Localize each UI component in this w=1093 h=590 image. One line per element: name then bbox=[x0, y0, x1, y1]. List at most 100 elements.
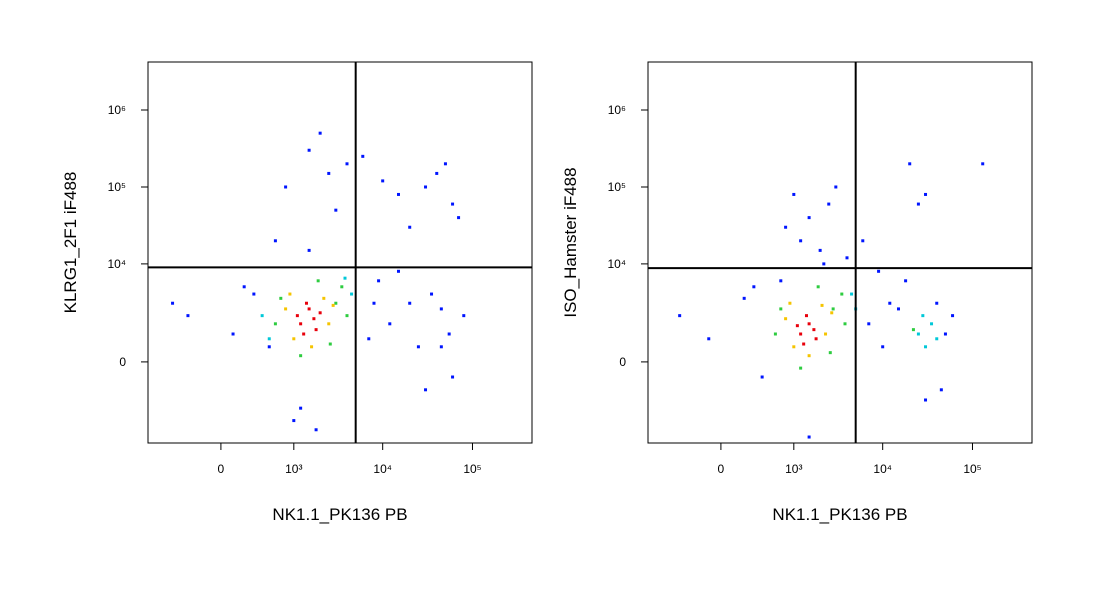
event-dot bbox=[345, 162, 349, 166]
event-dot bbox=[307, 248, 311, 252]
event-dot bbox=[799, 239, 803, 243]
event-dot bbox=[911, 328, 915, 332]
event-dot bbox=[935, 301, 939, 305]
y-tick-label: 10⁵ bbox=[608, 180, 626, 194]
event-dot bbox=[299, 322, 303, 326]
event-dot bbox=[896, 307, 900, 311]
event-dot bbox=[760, 375, 764, 379]
x-tick-label: 10⁵ bbox=[963, 462, 981, 476]
y-tick-label: 10⁵ bbox=[108, 180, 126, 194]
event-dot bbox=[916, 202, 920, 206]
event-dot bbox=[742, 296, 746, 300]
event-dot bbox=[430, 292, 434, 296]
event-dot bbox=[802, 342, 806, 346]
event-dot bbox=[888, 301, 892, 305]
event-dot bbox=[457, 216, 461, 220]
event-dot bbox=[231, 332, 235, 336]
y-tick-label: 0 bbox=[619, 355, 626, 369]
event-dot bbox=[752, 285, 756, 289]
event-dot bbox=[288, 292, 292, 296]
x-tick-label: 10⁵ bbox=[463, 462, 481, 476]
event-dot bbox=[284, 307, 288, 311]
event-dot bbox=[981, 162, 985, 166]
event-dot bbox=[814, 337, 818, 341]
event-dot bbox=[881, 345, 885, 349]
event-dot bbox=[788, 301, 792, 305]
x-tick-label: 10⁴ bbox=[373, 462, 392, 476]
event-dot bbox=[924, 398, 928, 402]
event-dot bbox=[396, 269, 400, 273]
event-dot bbox=[812, 328, 816, 332]
x-tick-label: 10⁴ bbox=[873, 462, 892, 476]
event-dot bbox=[186, 314, 190, 318]
event-dot bbox=[443, 162, 447, 166]
event-dot bbox=[930, 322, 934, 326]
event-dot bbox=[935, 337, 939, 341]
event-dot bbox=[372, 301, 376, 305]
event-dot bbox=[773, 332, 777, 336]
event-dot bbox=[316, 279, 320, 283]
event-dot bbox=[343, 276, 347, 280]
event-dot bbox=[707, 337, 711, 341]
event-dot bbox=[824, 332, 828, 336]
event-dot bbox=[924, 345, 928, 349]
event-dot bbox=[322, 296, 326, 300]
event-dot bbox=[834, 185, 838, 189]
event-dot bbox=[388, 322, 392, 326]
event-dot bbox=[307, 148, 311, 152]
event-dot bbox=[292, 419, 296, 423]
event-dot bbox=[361, 154, 365, 158]
event-dot bbox=[307, 307, 311, 311]
event-dot bbox=[331, 303, 335, 307]
event-dot bbox=[916, 332, 920, 336]
event-dot bbox=[831, 307, 835, 311]
event-dot bbox=[451, 375, 455, 379]
event-dot bbox=[804, 314, 808, 318]
event-dot bbox=[807, 216, 811, 220]
event-dot bbox=[784, 317, 788, 321]
event-dot bbox=[850, 292, 854, 296]
event-dot bbox=[242, 285, 246, 289]
event-dot bbox=[314, 428, 318, 432]
event-dot bbox=[302, 332, 306, 336]
event-dot bbox=[328, 342, 332, 346]
event-dot bbox=[314, 328, 318, 332]
event-dot bbox=[447, 332, 451, 336]
x-tick-label: 10³ bbox=[285, 462, 302, 476]
event-dot bbox=[908, 162, 912, 166]
event-dot bbox=[904, 279, 908, 283]
event-dot bbox=[830, 311, 834, 315]
event-dot bbox=[845, 256, 849, 260]
x-tick-label: 0 bbox=[218, 462, 225, 476]
event-dot bbox=[792, 345, 796, 349]
y-tick-label: 10⁶ bbox=[108, 103, 126, 117]
event-dot bbox=[822, 262, 826, 266]
event-dot bbox=[312, 317, 316, 321]
event-dot bbox=[451, 202, 455, 206]
event-dot bbox=[267, 337, 271, 341]
event-dot bbox=[416, 345, 420, 349]
event-dot bbox=[279, 296, 283, 300]
event-dot bbox=[381, 179, 385, 183]
plot-frame bbox=[147, 61, 533, 444]
event-dot bbox=[350, 292, 354, 296]
event-dot bbox=[299, 354, 303, 358]
event-dot bbox=[252, 292, 256, 296]
y-axis-label: KLRG1_2F1 iF488 bbox=[61, 172, 80, 314]
x-axis-label: NK1.1_PK136 PB bbox=[272, 505, 407, 524]
event-dot bbox=[840, 292, 844, 296]
x-axis-label: NK1.1_PK136 PB bbox=[772, 505, 907, 524]
event-dot bbox=[284, 185, 288, 189]
event-dot bbox=[171, 301, 175, 305]
event-dot bbox=[267, 345, 271, 349]
event-dot bbox=[779, 307, 783, 311]
event-dot bbox=[678, 314, 682, 318]
x-tick-label: 0 bbox=[718, 462, 725, 476]
y-axis-label: ISO_Hamster iF488 bbox=[561, 167, 580, 317]
event-dot bbox=[784, 225, 788, 229]
event-dot bbox=[318, 311, 322, 315]
event-dot bbox=[396, 192, 400, 196]
x-tick-label: 10³ bbox=[785, 462, 802, 476]
